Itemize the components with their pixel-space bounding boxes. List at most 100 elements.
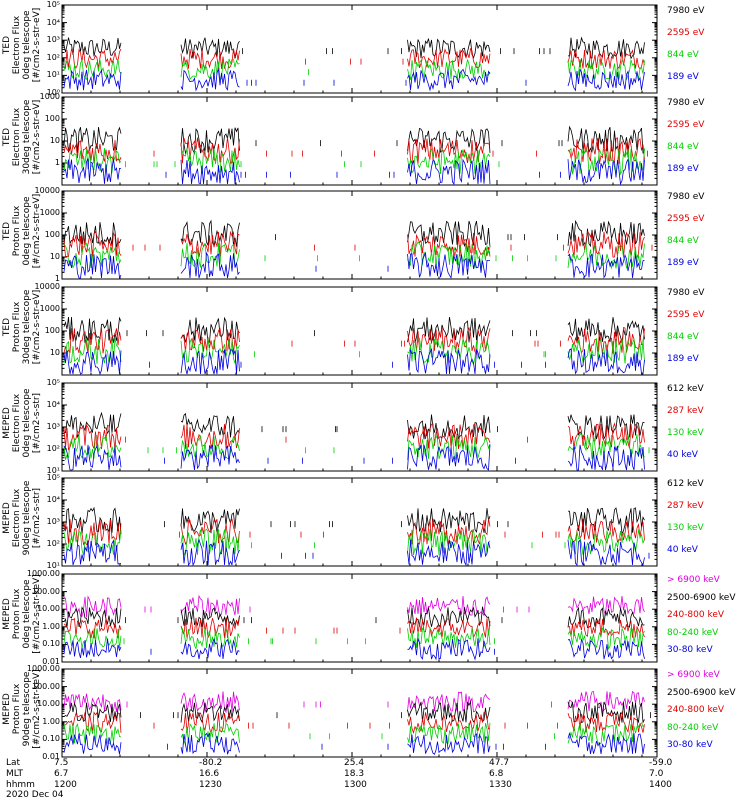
panel-frame xyxy=(61,4,658,94)
y-tick-label: 10 xyxy=(49,136,60,145)
legend: 7980 eV 2595 eV 844 eV 189 eV xyxy=(667,5,750,93)
y-axis-label-line: 0deg telescope xyxy=(22,579,32,649)
series-trace-1 xyxy=(63,125,645,155)
legend-entry: 40 keV xyxy=(667,545,698,555)
y-tick-label: 10⁴ xyxy=(46,17,60,27)
x-tick-label: 7.5 xyxy=(54,758,69,768)
y-axis-label-line: 30deg telescope xyxy=(22,289,32,365)
series-trace-1 xyxy=(63,36,645,60)
legend-entry: 240-800 keV xyxy=(667,610,725,621)
legend-entry: 189 eV xyxy=(667,258,699,268)
y-tick-label: 10⁵ xyxy=(46,0,60,9)
series-trace-1 xyxy=(63,316,645,344)
y-axis-label-line: Proton Flux xyxy=(12,683,22,735)
panel-frame xyxy=(61,668,658,758)
legend: > 6900 keV 2500-6900 keV 240-800 keV 80-240… xyxy=(667,574,750,662)
y-axis-label-line: 0deg telescope xyxy=(22,196,32,266)
legend-entry: > 6900 keV xyxy=(667,670,720,680)
y-axis-label-line: [#/cm2-s-str-eV] xyxy=(32,193,42,269)
y-axis-label-line: TED xyxy=(2,127,12,147)
y-axis-label-line: [#/cm2-s-str] xyxy=(32,392,42,454)
series-trace-1 xyxy=(63,690,645,714)
y-axis-label-line: [#/cm2-s-str-eV] xyxy=(32,7,42,83)
x-row-label: hhmm xyxy=(6,780,35,790)
series-trace-4 xyxy=(63,722,645,745)
x-row-label: MLT xyxy=(6,769,24,779)
legend-entry: 844 eV xyxy=(667,332,699,342)
x-tick-label: 16.6 xyxy=(199,769,220,779)
legend-entry: 844 eV xyxy=(667,50,699,60)
legend-entry: 7980 eV xyxy=(667,98,705,108)
legend-entry: 2500-6900 keV xyxy=(667,687,736,698)
panel-5 xyxy=(61,382,658,472)
y-axis-label-line: 30deg telescope xyxy=(22,99,32,175)
legend-entry: 30-80 keV xyxy=(667,740,713,751)
y-tick-label: 10² xyxy=(46,539,60,548)
legend-entry: 844 eV xyxy=(667,236,699,246)
y-tick-label: 10⁰ xyxy=(46,88,60,97)
y-axis-label-line: Electron Flux xyxy=(12,488,22,548)
y-tick-label: 1000.00 xyxy=(26,569,60,578)
y-tick-label: 10000 xyxy=(34,186,60,195)
legend-entry: 2595 eV xyxy=(667,310,705,320)
series-trace-3 xyxy=(63,710,645,735)
y-tick-label: 10¹ xyxy=(46,561,60,570)
panel-4 xyxy=(61,286,658,376)
y-axis-label-line: Proton Flux xyxy=(12,301,22,353)
panel-frame xyxy=(61,477,658,567)
y-tick-label: 10 xyxy=(49,348,60,357)
series-trace-1 xyxy=(63,219,645,248)
legend-entry: 287 keV xyxy=(667,406,704,416)
y-tick-label: 10.00 xyxy=(37,699,60,709)
date-label: 2020 Dec 04 xyxy=(6,790,64,800)
y-tick-label: 10¹ xyxy=(46,466,60,475)
series-trace-3 xyxy=(63,241,645,270)
x-tick-label: -80.2 xyxy=(199,758,223,768)
y-tick-label: 10 xyxy=(49,252,60,261)
panel-8 xyxy=(61,668,658,758)
y-axis-label: TED Proton Flux 0deg telescope [#/cm2-s-str… xyxy=(2,185,42,277)
y-tick-label: 10⁴ xyxy=(46,495,60,504)
series-trace-4 xyxy=(63,626,645,650)
x-tick-label: 1400 xyxy=(649,780,672,790)
y-tick-label: 1.00 xyxy=(42,716,60,726)
legend-entry: 2595 eV xyxy=(667,28,705,38)
y-axis-label-line: MEPED xyxy=(2,693,12,725)
series-trace-2 xyxy=(63,137,648,165)
x-row-label: Lat xyxy=(6,758,21,768)
x-tick-label: 1300 xyxy=(344,780,367,790)
y-tick-label: 10³ xyxy=(46,517,60,526)
y-tick-label: 1000 xyxy=(39,304,60,313)
panel-3 xyxy=(61,190,658,280)
legend: 7980 eV 2595 eV 844 eV 189 eV xyxy=(667,97,750,185)
x-tick-label: 18.3 xyxy=(344,769,365,779)
series-trace-2 xyxy=(63,700,651,725)
y-tick-label: 1000 xyxy=(39,92,60,101)
y-tick-label: 100 xyxy=(44,326,60,335)
series-trace-4 xyxy=(63,68,645,92)
y-axis-label-line: Proton Flux xyxy=(12,205,22,257)
legend-entry: 287 keV xyxy=(667,501,704,511)
legend-entry: 7980 eV xyxy=(667,192,705,202)
y-tick-label: 10³ xyxy=(46,35,60,45)
series-trace-4 xyxy=(63,444,645,471)
x-tick-label: 1200 xyxy=(54,780,77,790)
series-trace-2 xyxy=(63,47,645,71)
legend-entry: 30-80 keV xyxy=(667,645,713,656)
y-tick-label: 100 xyxy=(44,230,60,239)
x-tick-label: 6.8 xyxy=(489,769,504,779)
x-tick-label: 6.7 xyxy=(54,769,69,779)
series-trace-2 xyxy=(63,606,645,629)
series-trace-2 xyxy=(63,230,653,258)
series-trace-4 xyxy=(63,348,645,376)
series-trace-4 xyxy=(63,158,645,186)
legend-entry: 240-800 keV xyxy=(667,705,725,716)
y-axis-label: TED Electron Flux 30deg telescope [#/cm2-s-… xyxy=(2,91,42,183)
y-tick-label: 100.00 xyxy=(32,586,60,596)
series-trace-3 xyxy=(63,337,645,366)
legend-entry: 612 keV xyxy=(667,384,704,394)
y-axis-label: MEPED Electron Flux 0deg telescope [#/cm2-s… xyxy=(2,377,42,469)
series-trace-5 xyxy=(63,731,645,755)
y-tick-label: 1000.00 xyxy=(26,664,60,673)
